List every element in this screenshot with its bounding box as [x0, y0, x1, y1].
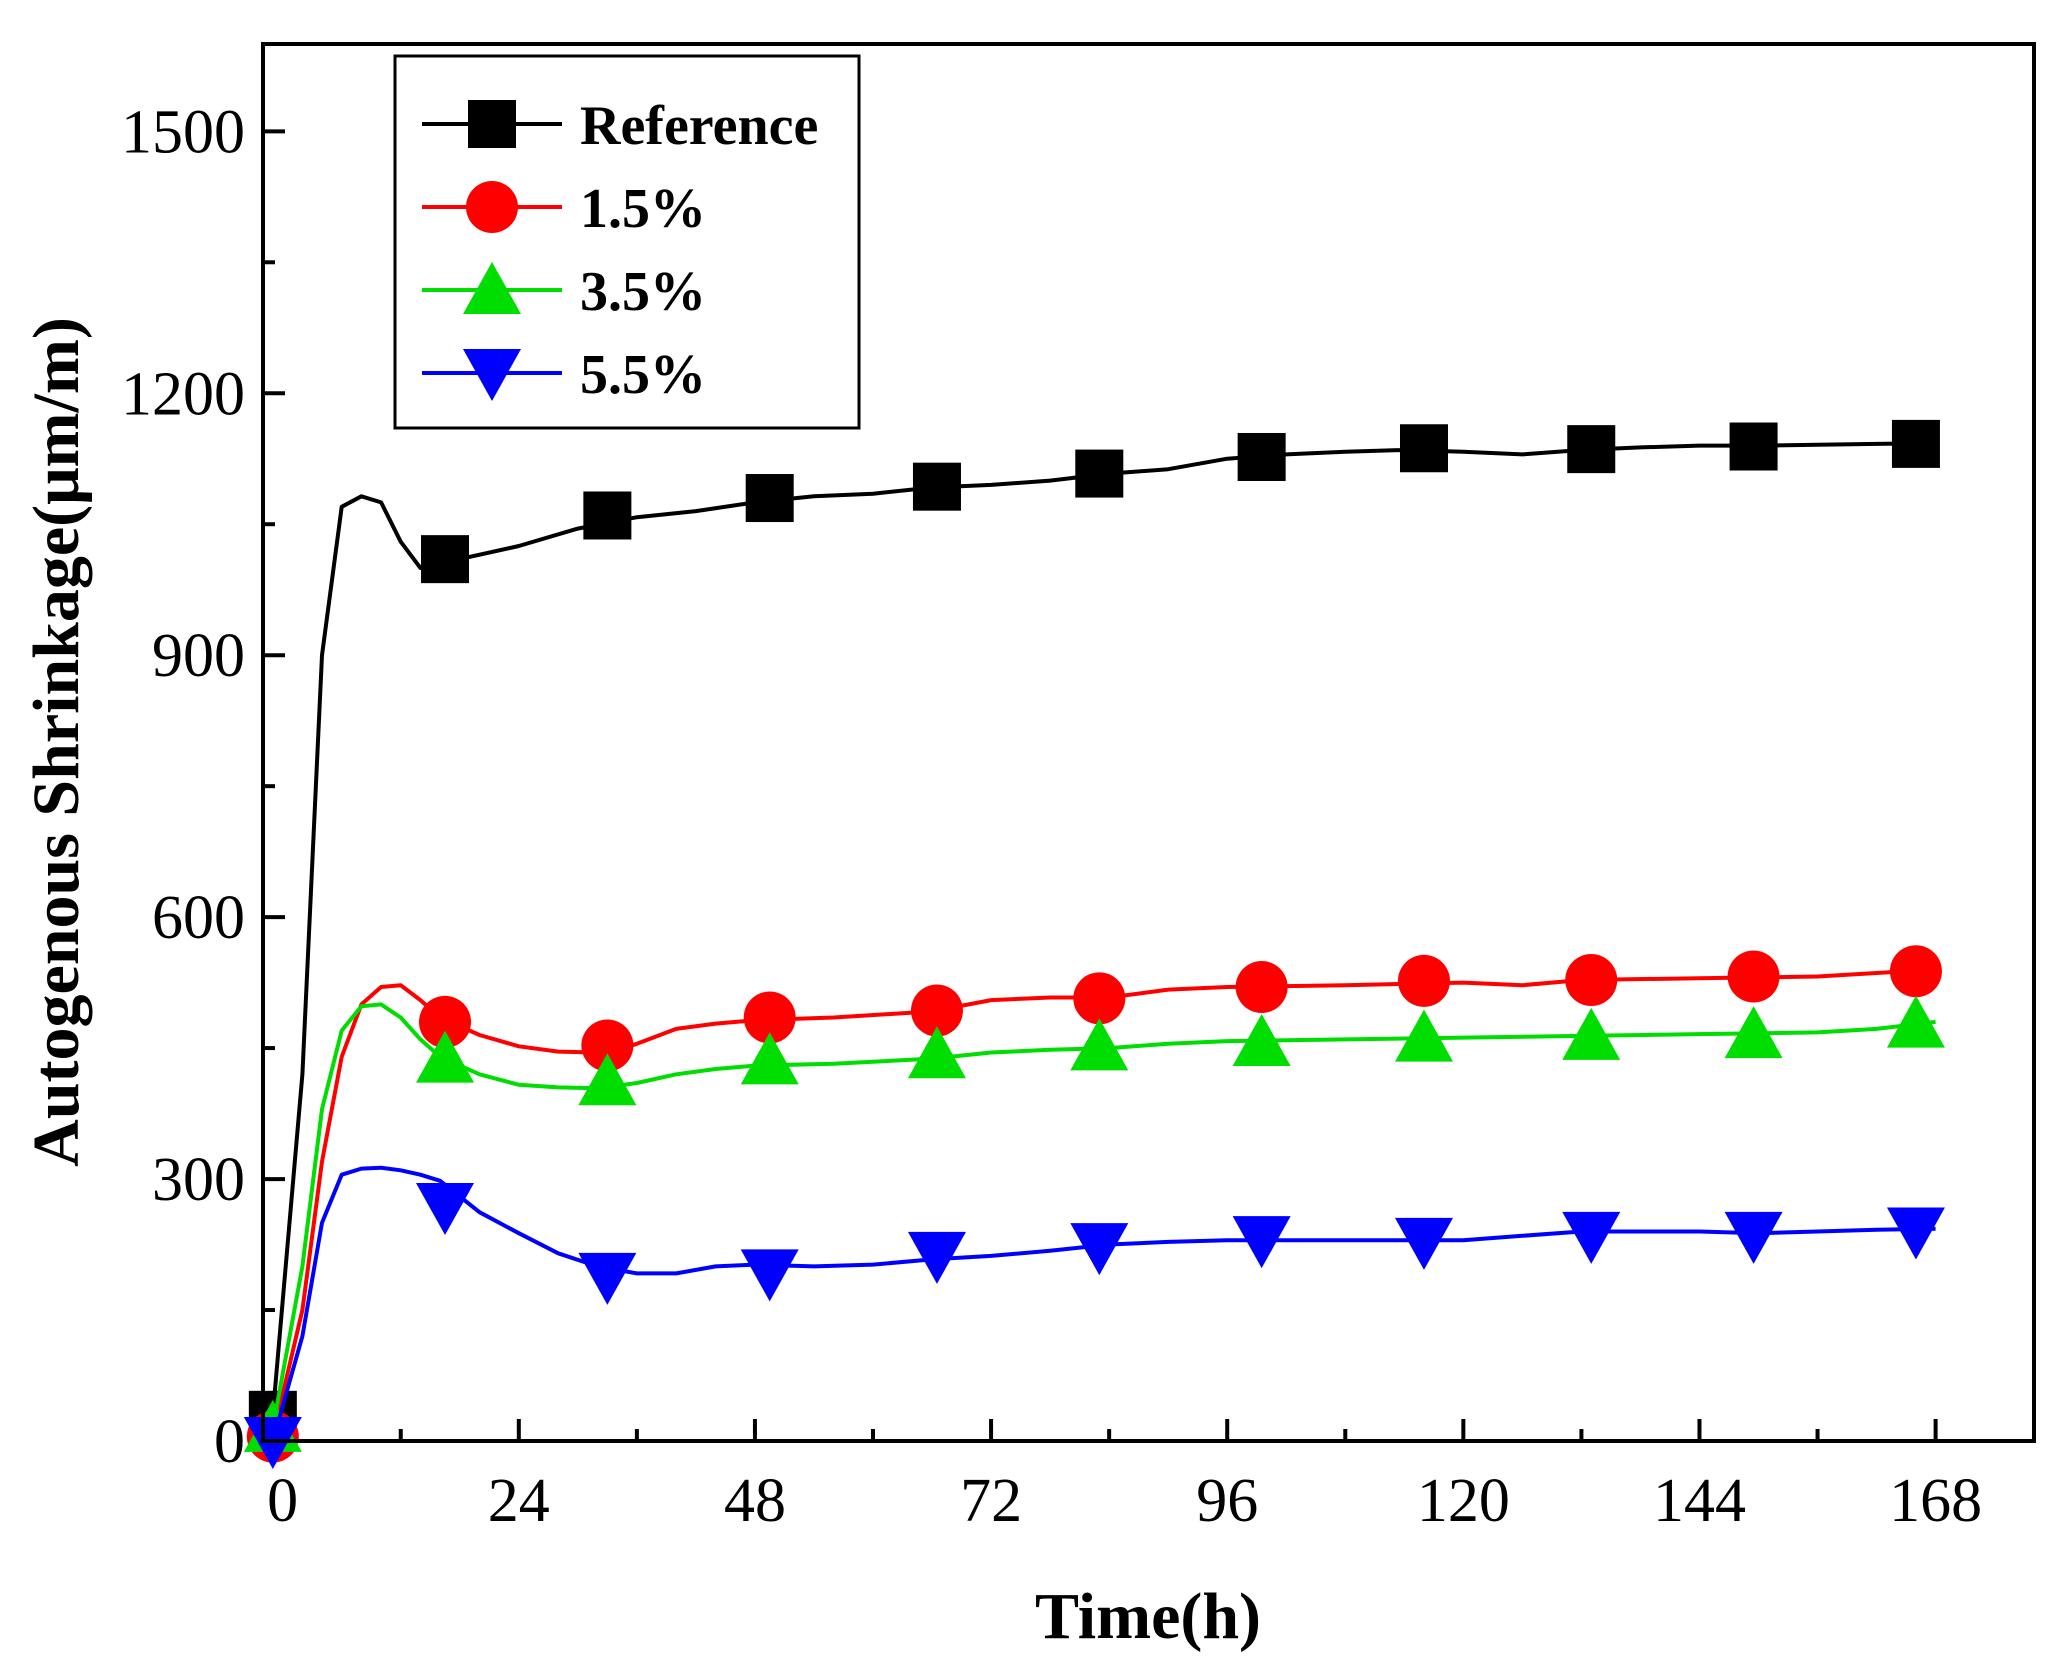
data-point: [1075, 449, 1124, 498]
y-tick-label: 1200: [121, 360, 245, 428]
x-tick-label: 48: [724, 1467, 786, 1535]
tick-labels: 0 24 48 72 96 120 144 168 0 300 600 900 1200 1500: [121, 98, 1982, 1535]
legend-label: 3.5%: [580, 261, 706, 323]
data-point: [1886, 995, 1945, 1048]
data-point: [1073, 972, 1126, 1025]
legend-item: 5.5%: [422, 344, 706, 406]
x-tick-label: 144: [1653, 1467, 1746, 1535]
legend-item: 3.5%: [422, 261, 706, 323]
data-point: [743, 991, 796, 1044]
data-point: [1237, 432, 1286, 481]
data-point: [1399, 424, 1448, 473]
legend-marker: [468, 100, 516, 148]
y-axis-title: Autogenous Shrinkage(μm/m): [20, 317, 93, 1167]
y-tick-label: 600: [152, 884, 245, 952]
data-point: [1567, 425, 1616, 474]
series-line: [270, 1165, 1936, 1442]
data-point: [578, 1252, 637, 1305]
data-point: [1070, 1018, 1129, 1071]
data-point: [1394, 1217, 1453, 1270]
y-tick-label: 1500: [121, 98, 245, 166]
series-layer: [243, 419, 1945, 1469]
data-point: [1886, 1207, 1945, 1260]
series-1: [248, 419, 1940, 1439]
data-point: [1394, 1009, 1453, 1062]
data-point: [421, 535, 470, 584]
series-2: [246, 945, 1942, 1463]
legend-item: 1.5%: [422, 178, 706, 240]
data-point: [1565, 953, 1618, 1006]
x-axis-title: Time(h): [1035, 1580, 1261, 1653]
data-point: [912, 462, 961, 511]
series-3: [243, 995, 1945, 1452]
data-point: [419, 995, 472, 1048]
data-point: [740, 1249, 799, 1302]
series-line: [270, 967, 1936, 1438]
legend-marker: [463, 349, 521, 401]
data-point: [1070, 1223, 1129, 1276]
data-point: [581, 1019, 634, 1072]
x-tick-label: 24: [488, 1467, 550, 1535]
legend-marker: [466, 181, 518, 233]
data-point: [1724, 1211, 1783, 1264]
data-point: [578, 1053, 637, 1106]
legend-item: Reference: [422, 95, 818, 157]
data-point: [1729, 422, 1778, 471]
data-point: [1889, 945, 1942, 998]
x-tick-label: 168: [1889, 1467, 1982, 1535]
legend-label: Reference: [580, 95, 818, 157]
data-point: [416, 1183, 475, 1236]
x-tick-label: 0: [267, 1467, 298, 1535]
data-point: [1235, 960, 1288, 1013]
data-point: [416, 1030, 475, 1083]
x-tick-label: 72: [960, 1467, 1022, 1535]
data-point: [910, 984, 963, 1037]
legend-marker: [463, 262, 521, 314]
series-4: [243, 1165, 1945, 1469]
data-point: [1232, 1216, 1291, 1269]
legend-label: 5.5%: [580, 344, 706, 406]
data-point: [740, 1032, 799, 1085]
plot-frame: [261, 42, 2036, 1443]
data-point: [1891, 419, 1940, 468]
data-point: [1562, 1007, 1621, 1060]
data-point: [1727, 950, 1780, 1003]
y-tick-label: 300: [152, 1146, 245, 1214]
x-tick-label: 120: [1417, 1467, 1510, 1535]
data-point: [1562, 1211, 1621, 1264]
series-line: [270, 441, 1936, 1415]
y-tick-label: 0: [214, 1408, 245, 1476]
legend-label: 1.5%: [580, 178, 706, 240]
legend: Reference 1.5% 3.5% 5.5%: [393, 54, 861, 430]
data-point: [907, 1231, 966, 1284]
data-point: [583, 491, 632, 540]
x-tick-label: 96: [1196, 1467, 1258, 1535]
data-point: [1724, 1006, 1783, 1059]
series-line: [270, 1002, 1936, 1429]
y-tick-label: 900: [152, 622, 245, 690]
data-point: [907, 1026, 966, 1079]
data-point: [1232, 1013, 1291, 1066]
data-point: [1397, 954, 1450, 1007]
data-point: [745, 474, 794, 523]
